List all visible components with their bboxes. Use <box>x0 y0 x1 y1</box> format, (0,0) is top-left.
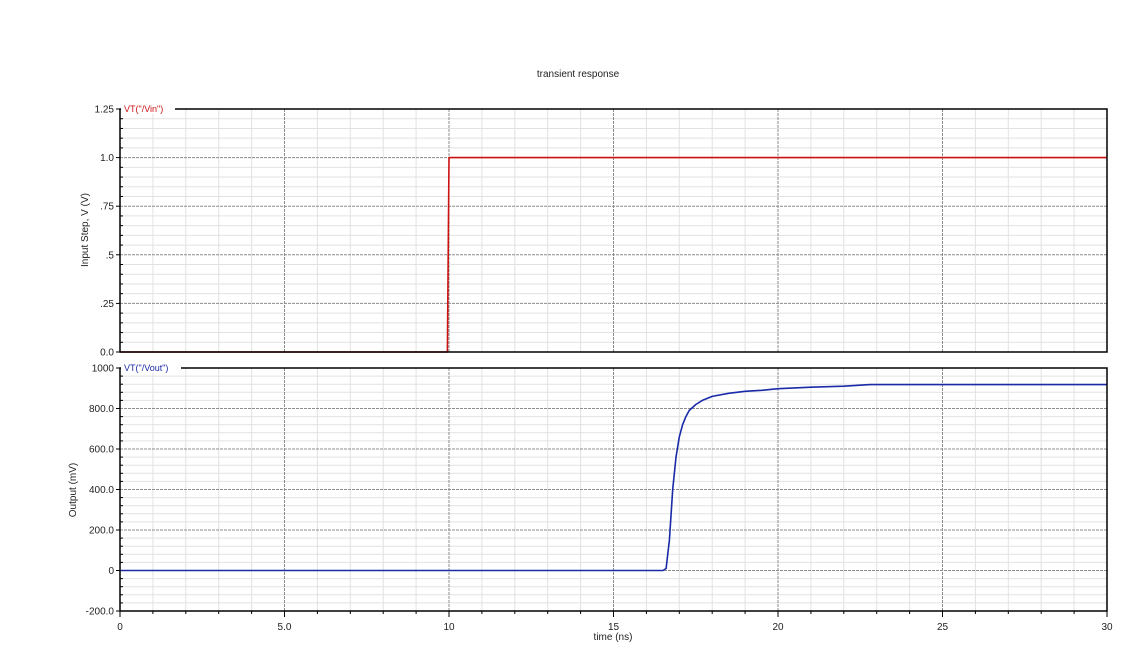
panel-output: -200.0 0 200.0 400.0 600.0 800.0 1000 VT("/Vou… <box>68 363 1108 618</box>
ylabel-input-step: Input Step, V (V) <box>80 193 91 267</box>
y-tick-label: 1.25 <box>95 105 115 116</box>
y-tick-label: 0.0 <box>100 348 114 359</box>
x-tick-label: 25 <box>937 622 949 633</box>
y-tick-label: 400.0 <box>89 485 114 496</box>
y-tick-label: 800.0 <box>89 404 114 415</box>
y-tick-label: 200.0 <box>89 526 114 537</box>
panel-output-series <box>120 383 1107 572</box>
y-tick-label: .25 <box>100 299 114 310</box>
y-tick-label: 0 <box>108 566 114 577</box>
panel-output-grid <box>120 368 1107 611</box>
x-tick-label: 15 <box>608 622 620 633</box>
y-tick-label: .75 <box>100 202 114 213</box>
legend-vin: VT("/Vin") <box>124 104 163 114</box>
panel-input-step-frame <box>119 108 1108 353</box>
chart-title: transient response <box>537 69 620 80</box>
panel-input-step-yticks: 0.0 .25 .5 .75 1.0 1.25 <box>95 105 120 359</box>
legend-vout-box <box>121 363 181 373</box>
y-tick-label: 600.0 <box>89 445 114 456</box>
x-tick-label: 30 <box>1101 622 1113 633</box>
x-axis-label: time (ns) <box>594 632 633 643</box>
x-tick-label: 0 <box>117 622 123 633</box>
y-tick-label: -200.0 <box>86 607 115 618</box>
panel-output-yticks: -200.0 0 200.0 400.0 600.0 800.0 1000 <box>86 364 120 618</box>
x-axis-ticks: 0 5.0 10 15 20 25 30 <box>117 611 1113 633</box>
y-tick-label: .5 <box>106 250 115 261</box>
ylabel-output: Output (mV) <box>68 463 79 517</box>
legend-vout: VT("/Vout") <box>124 363 168 373</box>
x-tick-label: 5.0 <box>278 622 292 633</box>
legend-vin-box <box>121 104 175 114</box>
panel-input-step: 0.0 .25 .5 .75 1.0 1.25 VT("/Vin") Input Step… <box>80 104 1108 359</box>
x-tick-label: 20 <box>772 622 784 633</box>
panel-input-step-grid <box>120 109 1107 352</box>
y-tick-label: 1.0 <box>100 153 114 164</box>
x-tick-label: 10 <box>443 622 455 633</box>
series-line <box>120 383 1107 572</box>
y-tick-label: 1000 <box>92 364 115 375</box>
